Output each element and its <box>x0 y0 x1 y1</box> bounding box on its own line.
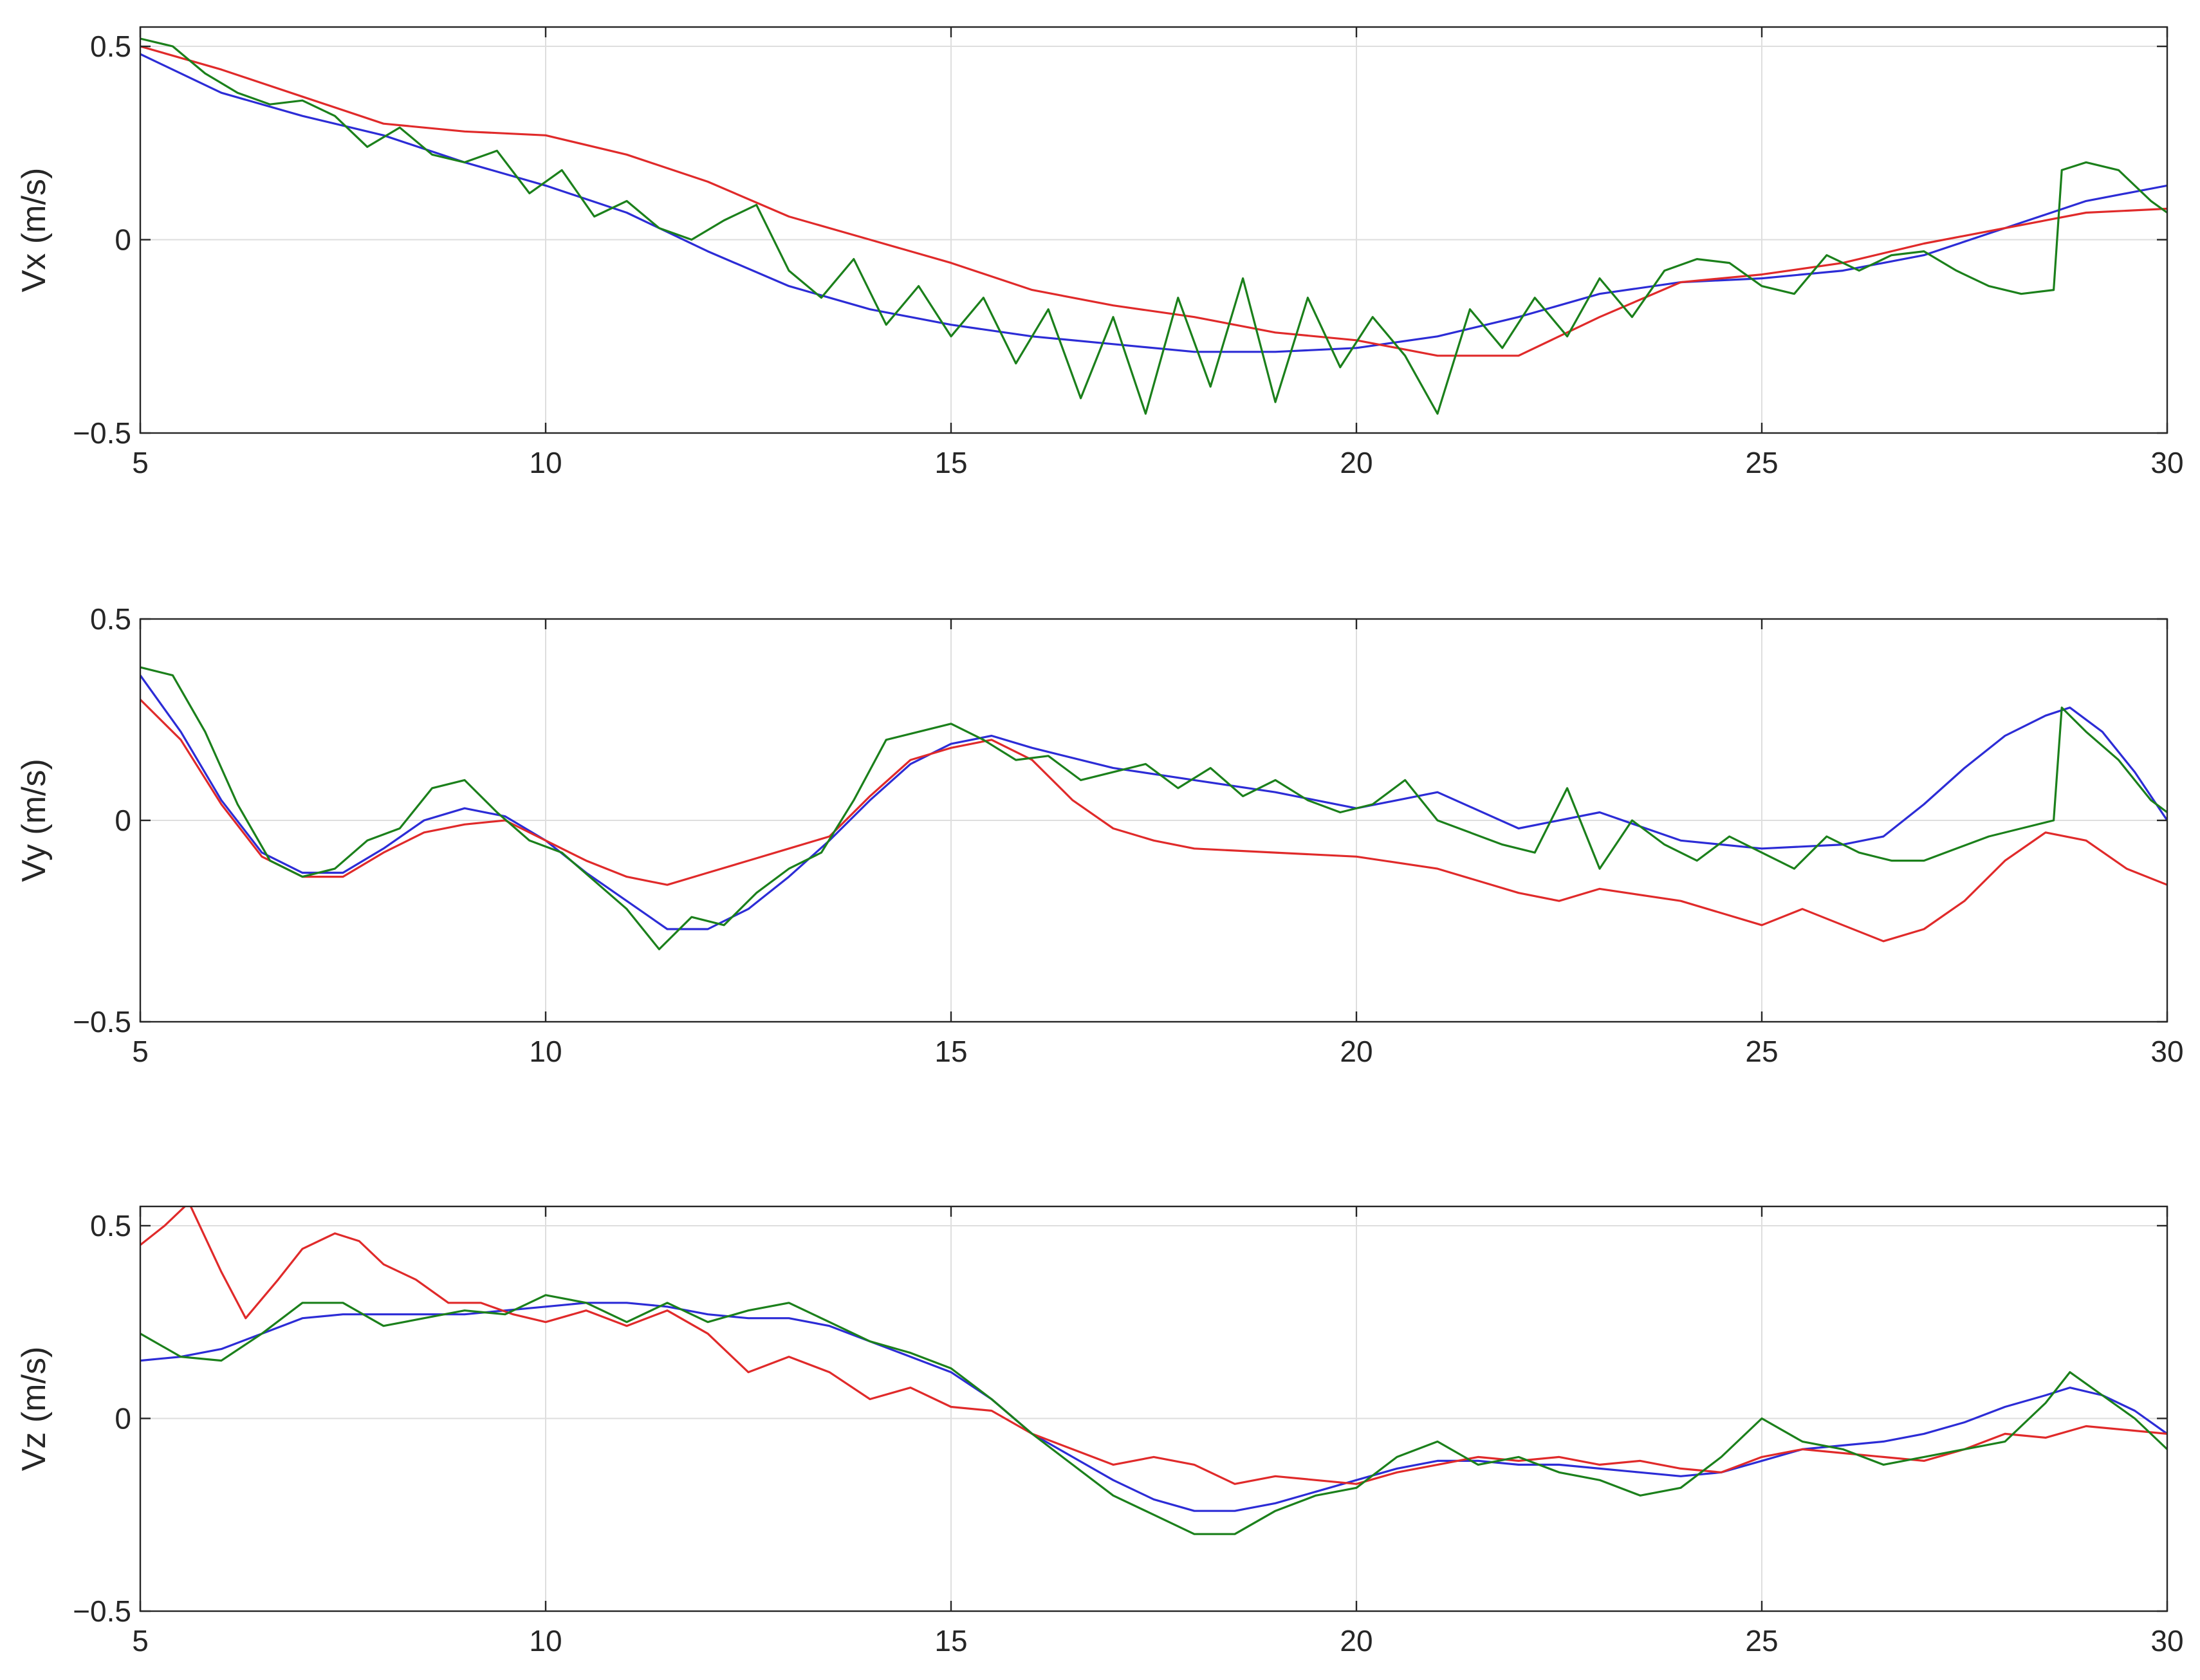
series-line-model <box>140 674 2167 930</box>
y-tick-label: −0.5 <box>73 1005 131 1038</box>
x-tick-label: 20 <box>1340 1624 1373 1657</box>
y-tick-label: 0.5 <box>90 602 131 636</box>
series-line-model <box>140 53 2167 353</box>
x-tick-label: 20 <box>1340 1035 1373 1068</box>
x-tick-label: 25 <box>1745 446 1778 479</box>
x-tick-label: 5 <box>132 1035 149 1068</box>
chart-panel-3: 5 10 15 20 25 30 −0.5 0 0.5 Vz (m/s) <box>15 1205 2184 1657</box>
axes-box <box>139 1205 2168 1612</box>
x-tick-label: 10 <box>529 1624 562 1657</box>
chart-panel-1: 5 10 15 20 25 30 −0.5 0 0.5 Vx (m/s) <box>15 26 2184 479</box>
x-tick-label: 30 <box>2150 446 2183 479</box>
series-line-measurement <box>140 37 2167 415</box>
x-tick-label: 10 <box>529 1035 562 1068</box>
y-axis-label: Vz (m/s) <box>15 1347 53 1472</box>
x-tick-label: 15 <box>934 1624 967 1657</box>
y-tick-label: 0 <box>115 1401 131 1435</box>
series-line-measurement <box>140 666 2167 950</box>
y-tick-label: −0.5 <box>73 416 131 450</box>
series-line-estimate <box>140 699 2167 943</box>
x-tick-label: 20 <box>1340 446 1373 479</box>
y-axis-label: Vy (m/s) <box>15 759 53 882</box>
series-line-measurement <box>140 1294 2167 1535</box>
x-tick-label: 5 <box>132 1624 149 1657</box>
series-line-estimate <box>140 45 2167 357</box>
x-tick-label: 25 <box>1745 1624 1778 1657</box>
chart-panel-2: 5 10 15 20 25 30 −0.5 0 0.5 Vy (m/s) <box>15 602 2184 1068</box>
y-tick-label: −0.5 <box>73 1594 131 1628</box>
y-axis-label: Vx (m/s) <box>15 168 53 293</box>
axes-box <box>139 26 2168 434</box>
x-tick-label: 30 <box>2150 1624 2183 1657</box>
y-tick-label: 0.5 <box>90 1209 131 1242</box>
x-tick-label: 10 <box>529 446 562 479</box>
x-tick-label: 5 <box>132 446 149 479</box>
y-tick-label: 0 <box>115 804 131 837</box>
y-tick-label: 0.5 <box>90 30 131 63</box>
x-tick-label: 30 <box>2150 1035 2183 1068</box>
series-line-estimate <box>140 1206 2167 1485</box>
series-line-model <box>140 1302 2167 1512</box>
x-tick-label: 15 <box>934 446 967 479</box>
y-tick-label: 0 <box>115 223 131 257</box>
x-tick-label: 25 <box>1745 1035 1778 1068</box>
x-tick-label: 15 <box>934 1035 967 1068</box>
